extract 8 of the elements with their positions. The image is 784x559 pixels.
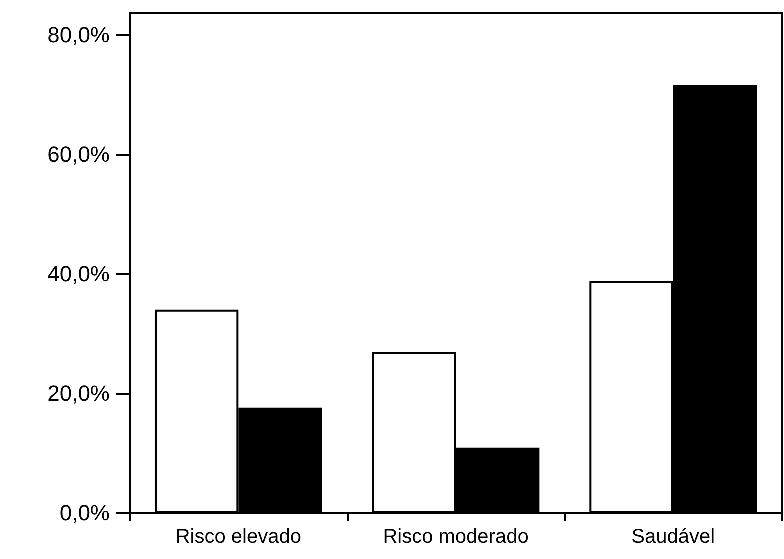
x-tick-label: Risco moderado [383,526,529,548]
y-tick-label: 20,0% [48,381,110,406]
y-tick-label: 80,0% [48,22,110,48]
x-tick-label: Saudável [632,526,716,548]
y-tick-label: 60,0% [48,142,110,168]
y-tick-label: 40,0% [48,262,110,287]
x-tick-label: Risco elevado [176,526,302,548]
y-tick-label: 0,0% [60,500,110,526]
